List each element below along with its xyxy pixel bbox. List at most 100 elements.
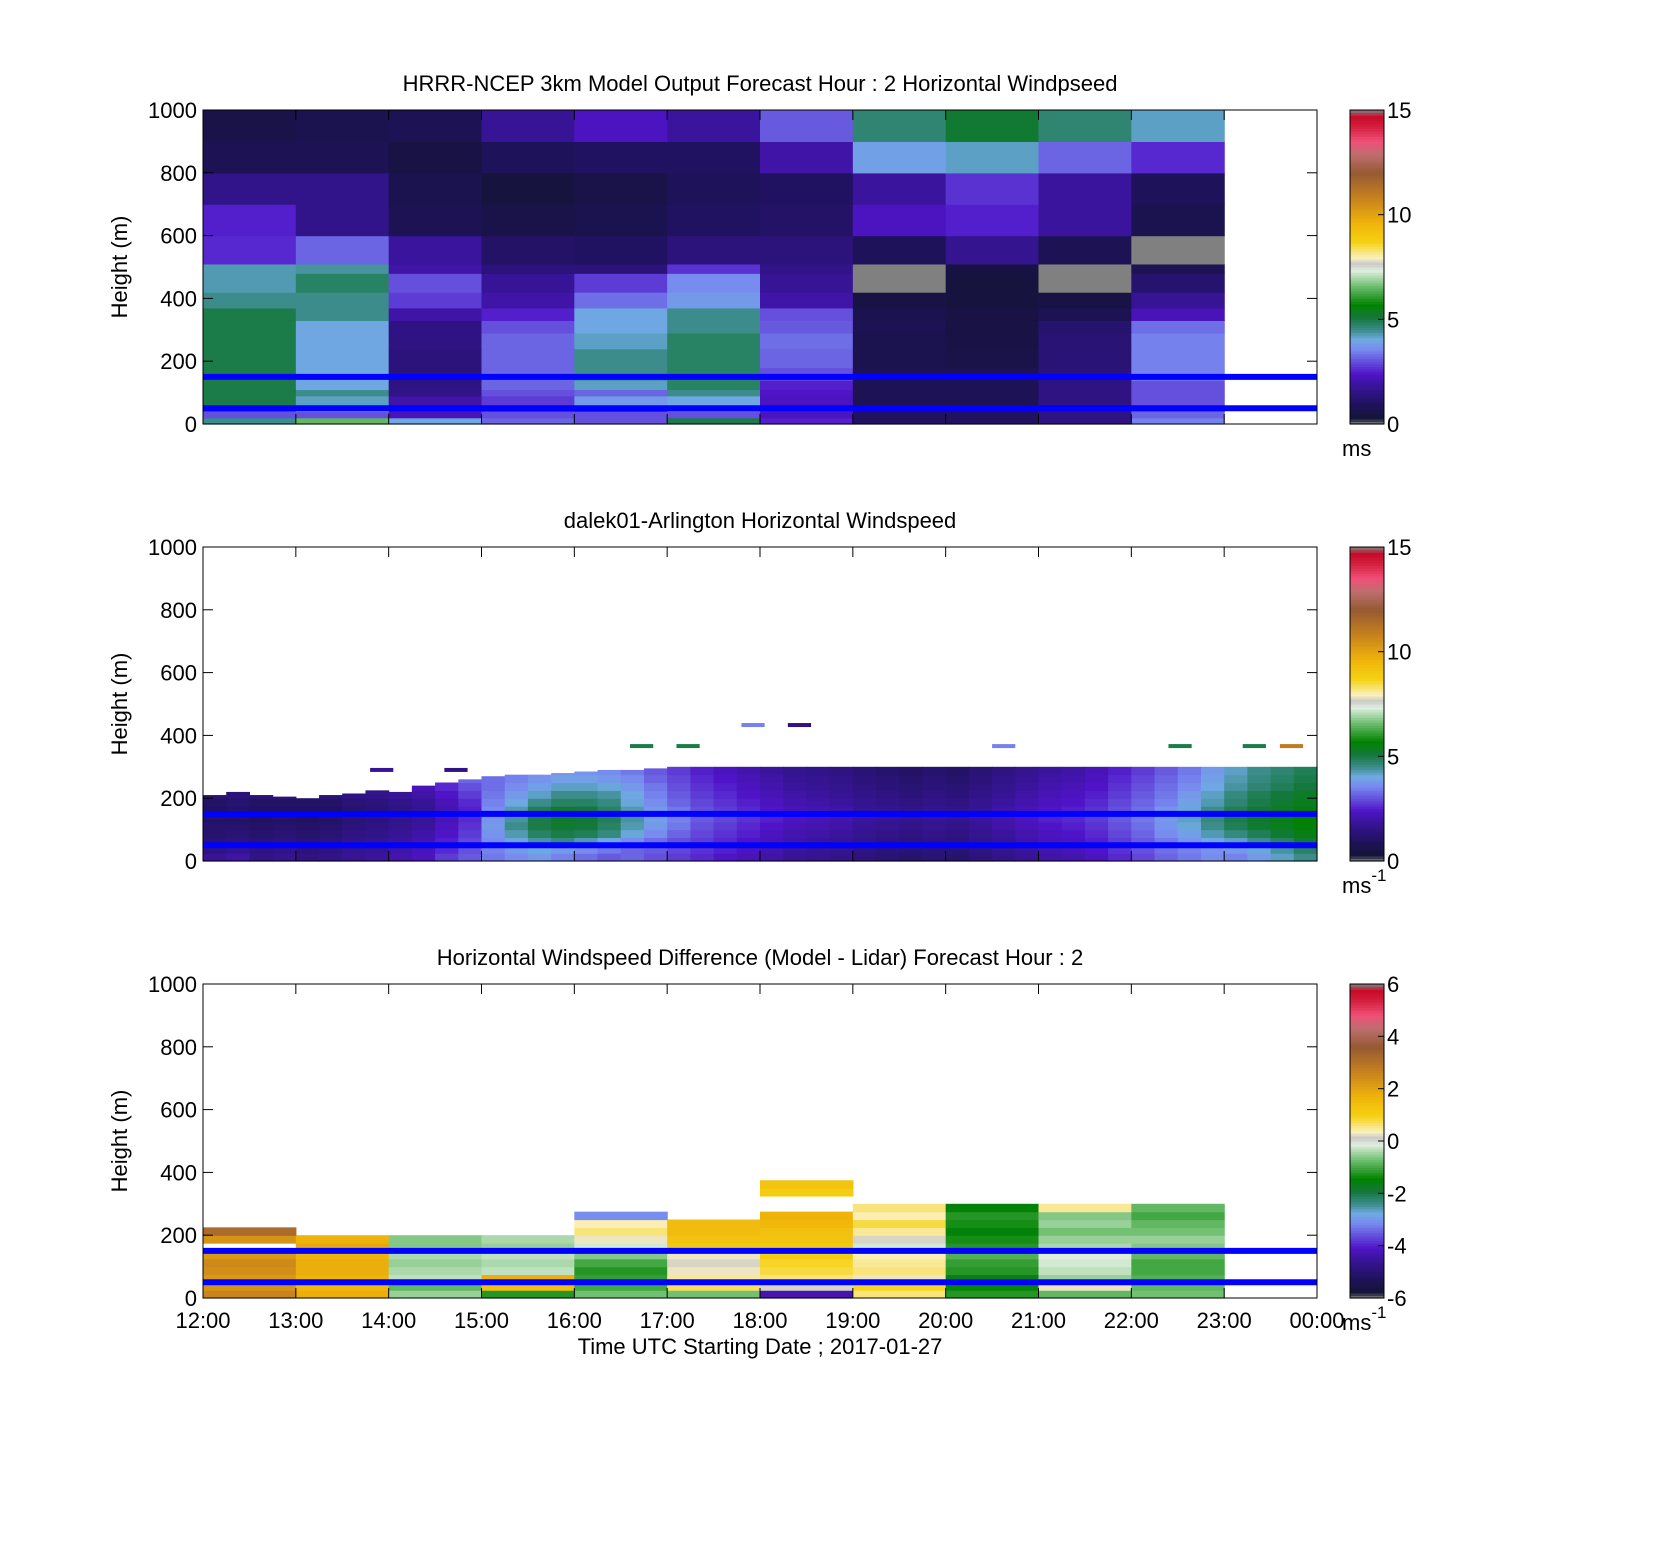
heatmap-cell: [945, 782, 970, 791]
colorbar-segment: [1350, 366, 1384, 370]
heatmap-cell: [411, 790, 436, 799]
heatmap-cell: [852, 1266, 947, 1276]
heatmap-cell: [574, 774, 599, 784]
heatmap-cell: [203, 1266, 297, 1276]
heatmap-cell: [574, 411, 668, 419]
heatmap-cell: [203, 292, 297, 309]
heatmap-cell: [852, 806, 877, 815]
heatmap-cell: [249, 813, 274, 823]
heatmap-cell: [388, 853, 413, 862]
heatmap-cell: [945, 766, 970, 776]
heatmap-cell: [1131, 782, 1156, 791]
heatmap-cell: [203, 348, 297, 369]
heatmap-cell: [1131, 766, 1156, 776]
colorbar-segment: [1350, 201, 1384, 205]
heatmap-cell: [1247, 813, 1272, 823]
heatmap-cell: [760, 292, 854, 309]
colorbar-segment: [1350, 717, 1384, 721]
y-tick-label: 800: [160, 161, 197, 186]
heatmap-cell: [295, 1282, 390, 1291]
colorbar-tick-label: 0: [1387, 849, 1399, 874]
heatmap-cell: [760, 853, 784, 862]
heatmap-cell: [1038, 320, 1132, 334]
colorbar-segment: [1350, 274, 1384, 279]
colorbar-segment: [1350, 669, 1384, 674]
heatmap-cell: [481, 782, 506, 791]
heatmap-cell: [852, 110, 947, 142]
heatmap-cell: [945, 332, 1040, 350]
heatmap-cell: [922, 766, 947, 776]
heatmap-cell: [945, 1290, 1040, 1299]
colorbar-segment: [1350, 298, 1384, 302]
heatmap-cell: [1270, 774, 1295, 784]
heatmap-cell: [574, 263, 668, 274]
heatmap-cell: [736, 853, 761, 862]
heatmap-cell: [760, 837, 784, 846]
heatmap-cell: [760, 1266, 854, 1276]
heatmap-cell: [527, 774, 552, 784]
heatmap-cell: [806, 774, 831, 784]
heatmap-cell: [249, 795, 274, 799]
heatmap-cell: [527, 813, 552, 823]
heatmap-cell: [574, 1211, 668, 1221]
heatmap-cell: [1131, 1243, 1225, 1252]
heatmap-cell: [527, 845, 552, 854]
heatmap-cell: [1270, 853, 1295, 862]
heatmap-cell: [458, 806, 483, 815]
heatmap-cell: [736, 837, 761, 846]
heatmap-cell: [690, 829, 715, 839]
heatmap-cell: [945, 845, 970, 854]
heatmap-cell: [876, 821, 900, 831]
heatmap-cell: [1038, 273, 1132, 293]
heatmap-cell: [481, 380, 575, 391]
colorbar-segment: [1350, 808, 1384, 812]
colorbar-segment: [1350, 172, 1384, 177]
colorbar-segment: [1350, 999, 1384, 1003]
heatmap-cell: [481, 110, 575, 142]
heatmap-cell: [1108, 782, 1132, 791]
colorbar-segment: [1350, 1033, 1384, 1037]
heatmap-cell: [388, 1235, 483, 1244]
heatmap-cell: [411, 785, 436, 791]
heatmap-cell: [458, 782, 483, 791]
heatmap-cell: [597, 813, 622, 823]
colorbar: -6 -4 -2 0 2 4 6 ms-1: [1342, 972, 1407, 1335]
x-tick-label: 14:00: [361, 1308, 416, 1333]
heatmap-cell: [690, 821, 715, 831]
heatmap-cell: [852, 1250, 947, 1260]
colorbar-segment: [1350, 1031, 1384, 1035]
heatmap-cell: [736, 766, 761, 776]
colorbar-segment: [1350, 811, 1384, 815]
colorbar-segment: [1350, 758, 1384, 763]
heatmap-cell: [597, 774, 622, 784]
heatmap-cell: [1131, 790, 1156, 799]
colorbar-segment: [1350, 821, 1384, 825]
heatmap-cell: [1084, 829, 1109, 839]
heatmap-cell: [945, 798, 970, 807]
heatmap-cell: [1177, 821, 1202, 831]
heatmap-cell: [295, 813, 320, 823]
heatmap-cell: [945, 1203, 1040, 1213]
heatmap-cell: [388, 204, 483, 237]
colorbar-segment: [1350, 654, 1384, 658]
heatmap-cell: [667, 204, 761, 237]
y-axis-label: Height (m): [107, 1090, 132, 1193]
x-axis-label: Time UTC Starting Date ; 2017-01-27: [578, 1334, 943, 1359]
heatmap-cell: [203, 172, 297, 205]
heatmap-cell: [203, 1227, 297, 1236]
heatmap-cell: [1061, 790, 1086, 799]
heatmap-cell: [458, 798, 483, 807]
heatmap-cell: [852, 813, 877, 823]
heatmap-cell: [1177, 813, 1202, 823]
heatmap-cell: [481, 1290, 575, 1299]
heatmap-cell: [342, 813, 367, 823]
y-tick-label: 600: [160, 1098, 197, 1123]
heatmap-cell: [852, 1227, 947, 1236]
colorbar-segment: [1350, 225, 1384, 229]
heatmap-cell: [295, 172, 390, 205]
heatmap-cell: [852, 320, 947, 334]
colorbar-segment: [1350, 1080, 1384, 1085]
heatmap-cell: [760, 417, 854, 425]
heatmap-cell: [760, 1211, 854, 1221]
colorbar-segment: [1350, 688, 1384, 692]
